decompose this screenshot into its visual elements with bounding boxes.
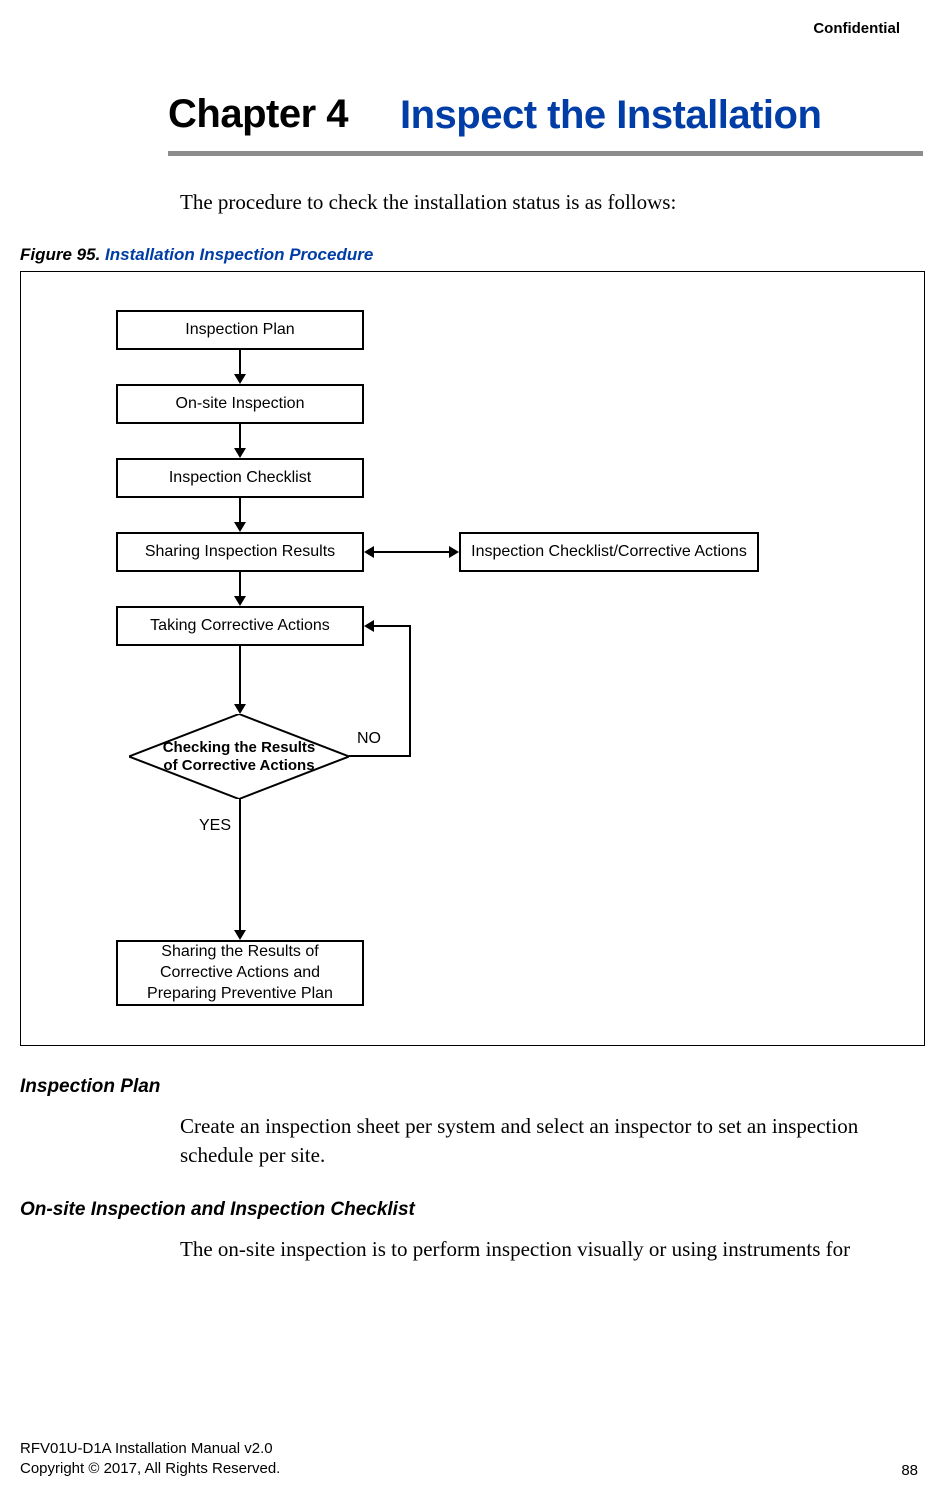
flow-label-yes: YES: [199, 817, 231, 835]
arrow-down-icon: [234, 596, 246, 606]
flow-decision-label: Checking the Results of Corrective Actio…: [129, 714, 349, 799]
figure-title: Installation Inspection Procedure: [105, 245, 373, 264]
flow-connector: [239, 498, 241, 522]
flow-connector: [239, 799, 241, 930]
flow-connector: [409, 625, 411, 757]
flow-label-no: NO: [357, 730, 381, 748]
flow-connector: [239, 646, 241, 704]
flow-connector: [239, 350, 241, 374]
arrow-down-icon: [234, 930, 246, 940]
flow-node-inspection-checklist: Inspection Checklist: [116, 458, 364, 498]
header-confidential: Confidential: [20, 20, 910, 37]
flow-node-side-checklist: Inspection Checklist/Corrective Actions: [459, 532, 759, 572]
arrow-down-icon: [234, 704, 246, 714]
flow-connector: [374, 551, 449, 553]
flow-connector: [239, 424, 241, 448]
figure-prefix: Figure 95.: [20, 245, 105, 264]
arrow-right-icon: [449, 546, 459, 558]
arrow-left-icon: [364, 546, 374, 558]
flow-node-sharing-results: Sharing Inspection Results: [116, 532, 364, 572]
flow-connector: [239, 572, 241, 596]
section-body-inspection-plan: Create an inspection sheet per system an…: [180, 1112, 920, 1169]
arrow-down-icon: [234, 374, 246, 384]
flow-connector: [349, 755, 411, 757]
arrow-down-icon: [234, 522, 246, 532]
flow-node-final-sharing: Sharing the Results of Corrective Action…: [116, 940, 364, 1006]
footer-page-number: 88: [901, 1462, 918, 1479]
flow-node-inspection-plan: Inspection Plan: [116, 310, 364, 350]
chapter-title-row: Chapter 4 Inspect the Installation: [168, 92, 928, 139]
flow-connector: [374, 625, 411, 627]
chapter-heading: Chapter 4 Inspect the Installation: [168, 92, 928, 156]
section-heading-onsite: On-site Inspection and Inspection Checkl…: [20, 1199, 910, 1221]
chapter-title: Inspect the Installation: [400, 92, 821, 139]
footer-doc-title: RFV01U-D1A Installation Manual v2.0: [20, 1439, 280, 1459]
flow-node-corrective-actions: Taking Corrective Actions: [116, 606, 364, 646]
section-body-onsite: The on-site inspection is to perform ins…: [180, 1235, 920, 1263]
flow-node-onsite-inspection: On-site Inspection: [116, 384, 364, 424]
flow-decision-checking-results: Checking the Results of Corrective Actio…: [129, 714, 349, 799]
page-footer: RFV01U-D1A Installation Manual v2.0 Copy…: [20, 1439, 918, 1480]
chapter-number: Chapter 4: [168, 92, 348, 137]
figure-frame: Inspection Plan On-site Inspection Inspe…: [20, 271, 925, 1046]
footer-copyright: Copyright © 2017, All Rights Reserved.: [20, 1459, 280, 1479]
arrow-left-icon: [364, 620, 374, 632]
intro-paragraph: The procedure to check the installation …: [180, 190, 910, 215]
section-heading-inspection-plan: Inspection Plan: [20, 1076, 910, 1098]
arrow-down-icon: [234, 448, 246, 458]
figure-caption: Figure 95. Installation Inspection Proce…: [20, 245, 910, 265]
footer-left: RFV01U-D1A Installation Manual v2.0 Copy…: [20, 1439, 280, 1480]
chapter-rule: [168, 151, 923, 156]
